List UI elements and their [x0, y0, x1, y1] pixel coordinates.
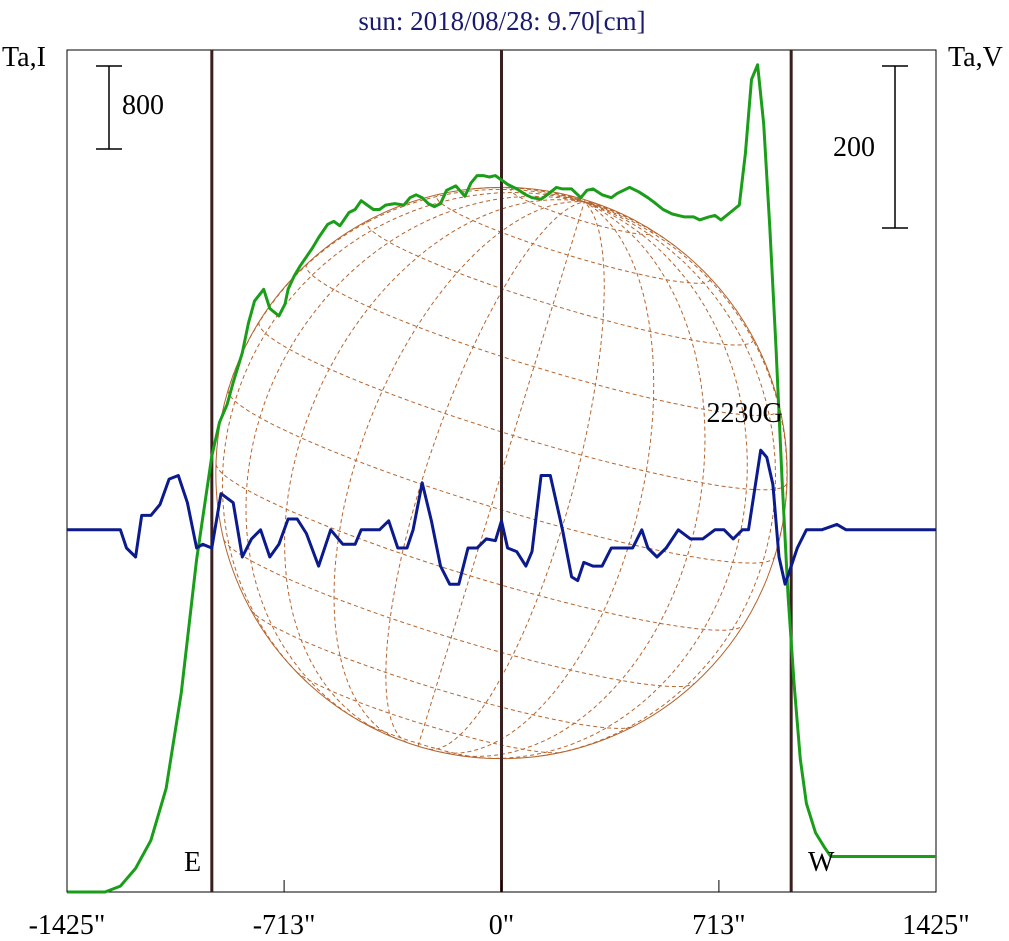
longitude-gridline [584, 201, 686, 255]
scale-bar-v-label: 200 [833, 132, 875, 163]
limb-label-west: W [808, 847, 835, 878]
longitude-gridline [584, 201, 788, 557]
x-tick-label: 1425" [902, 910, 969, 941]
longitude-gridline [584, 201, 593, 203]
longitude-gridline [245, 195, 585, 721]
solar-disk [215, 186, 788, 760]
x-axis-ticks: -1425" -713" 0" 713" 1425" [29, 880, 970, 941]
longitude-gridline [584, 201, 615, 212]
longitude-gridline [554, 191, 585, 203]
longitude-gridline [284, 199, 585, 732]
series-line-i [67, 63, 936, 894]
x-tick-label: -1425" [29, 910, 106, 941]
scale-bar-i-label: 800 [122, 90, 164, 121]
latitude-gridline [250, 609, 633, 729]
series-line-v [67, 448, 936, 586]
latitude-gridline [436, 193, 711, 284]
longitude-gridline [227, 188, 585, 390]
longitude-gridline [584, 201, 600, 206]
latitude-gridline [305, 263, 781, 417]
scale-bars: 800 200 [96, 65, 908, 229]
longitude-gridline [459, 201, 706, 757]
longitude-gridline [470, 186, 585, 203]
y-axis-label-left: Ta,I [2, 42, 46, 73]
longitude-gridline [429, 201, 605, 750]
latitude-gridline [510, 187, 653, 235]
chart-title: sun: 2018/08/28: 9.70[cm] [358, 6, 645, 36]
longitude-gridline [333, 201, 585, 740]
limb-lines [210, 50, 793, 892]
longitude-gridline [570, 195, 585, 203]
latitude-gridline [223, 539, 695, 688]
longitude-gridline [546, 201, 777, 756]
x-tick-label: 713" [692, 910, 745, 941]
longitude-gridline [385, 201, 585, 743]
longitude-gridline [221, 191, 585, 683]
latitude-gridline [296, 671, 561, 754]
x-tick-label: -713" [253, 910, 316, 941]
longitude-gridline [439, 201, 655, 754]
limb-label-east: E [184, 847, 201, 878]
field-strength-annotation: 2230G [706, 398, 782, 429]
y-axis-label-right: Ta,V [948, 42, 1003, 73]
longitude-gridline [577, 197, 585, 203]
longitude-gridline [481, 201, 748, 759]
x-tick-label: 0" [489, 910, 514, 941]
